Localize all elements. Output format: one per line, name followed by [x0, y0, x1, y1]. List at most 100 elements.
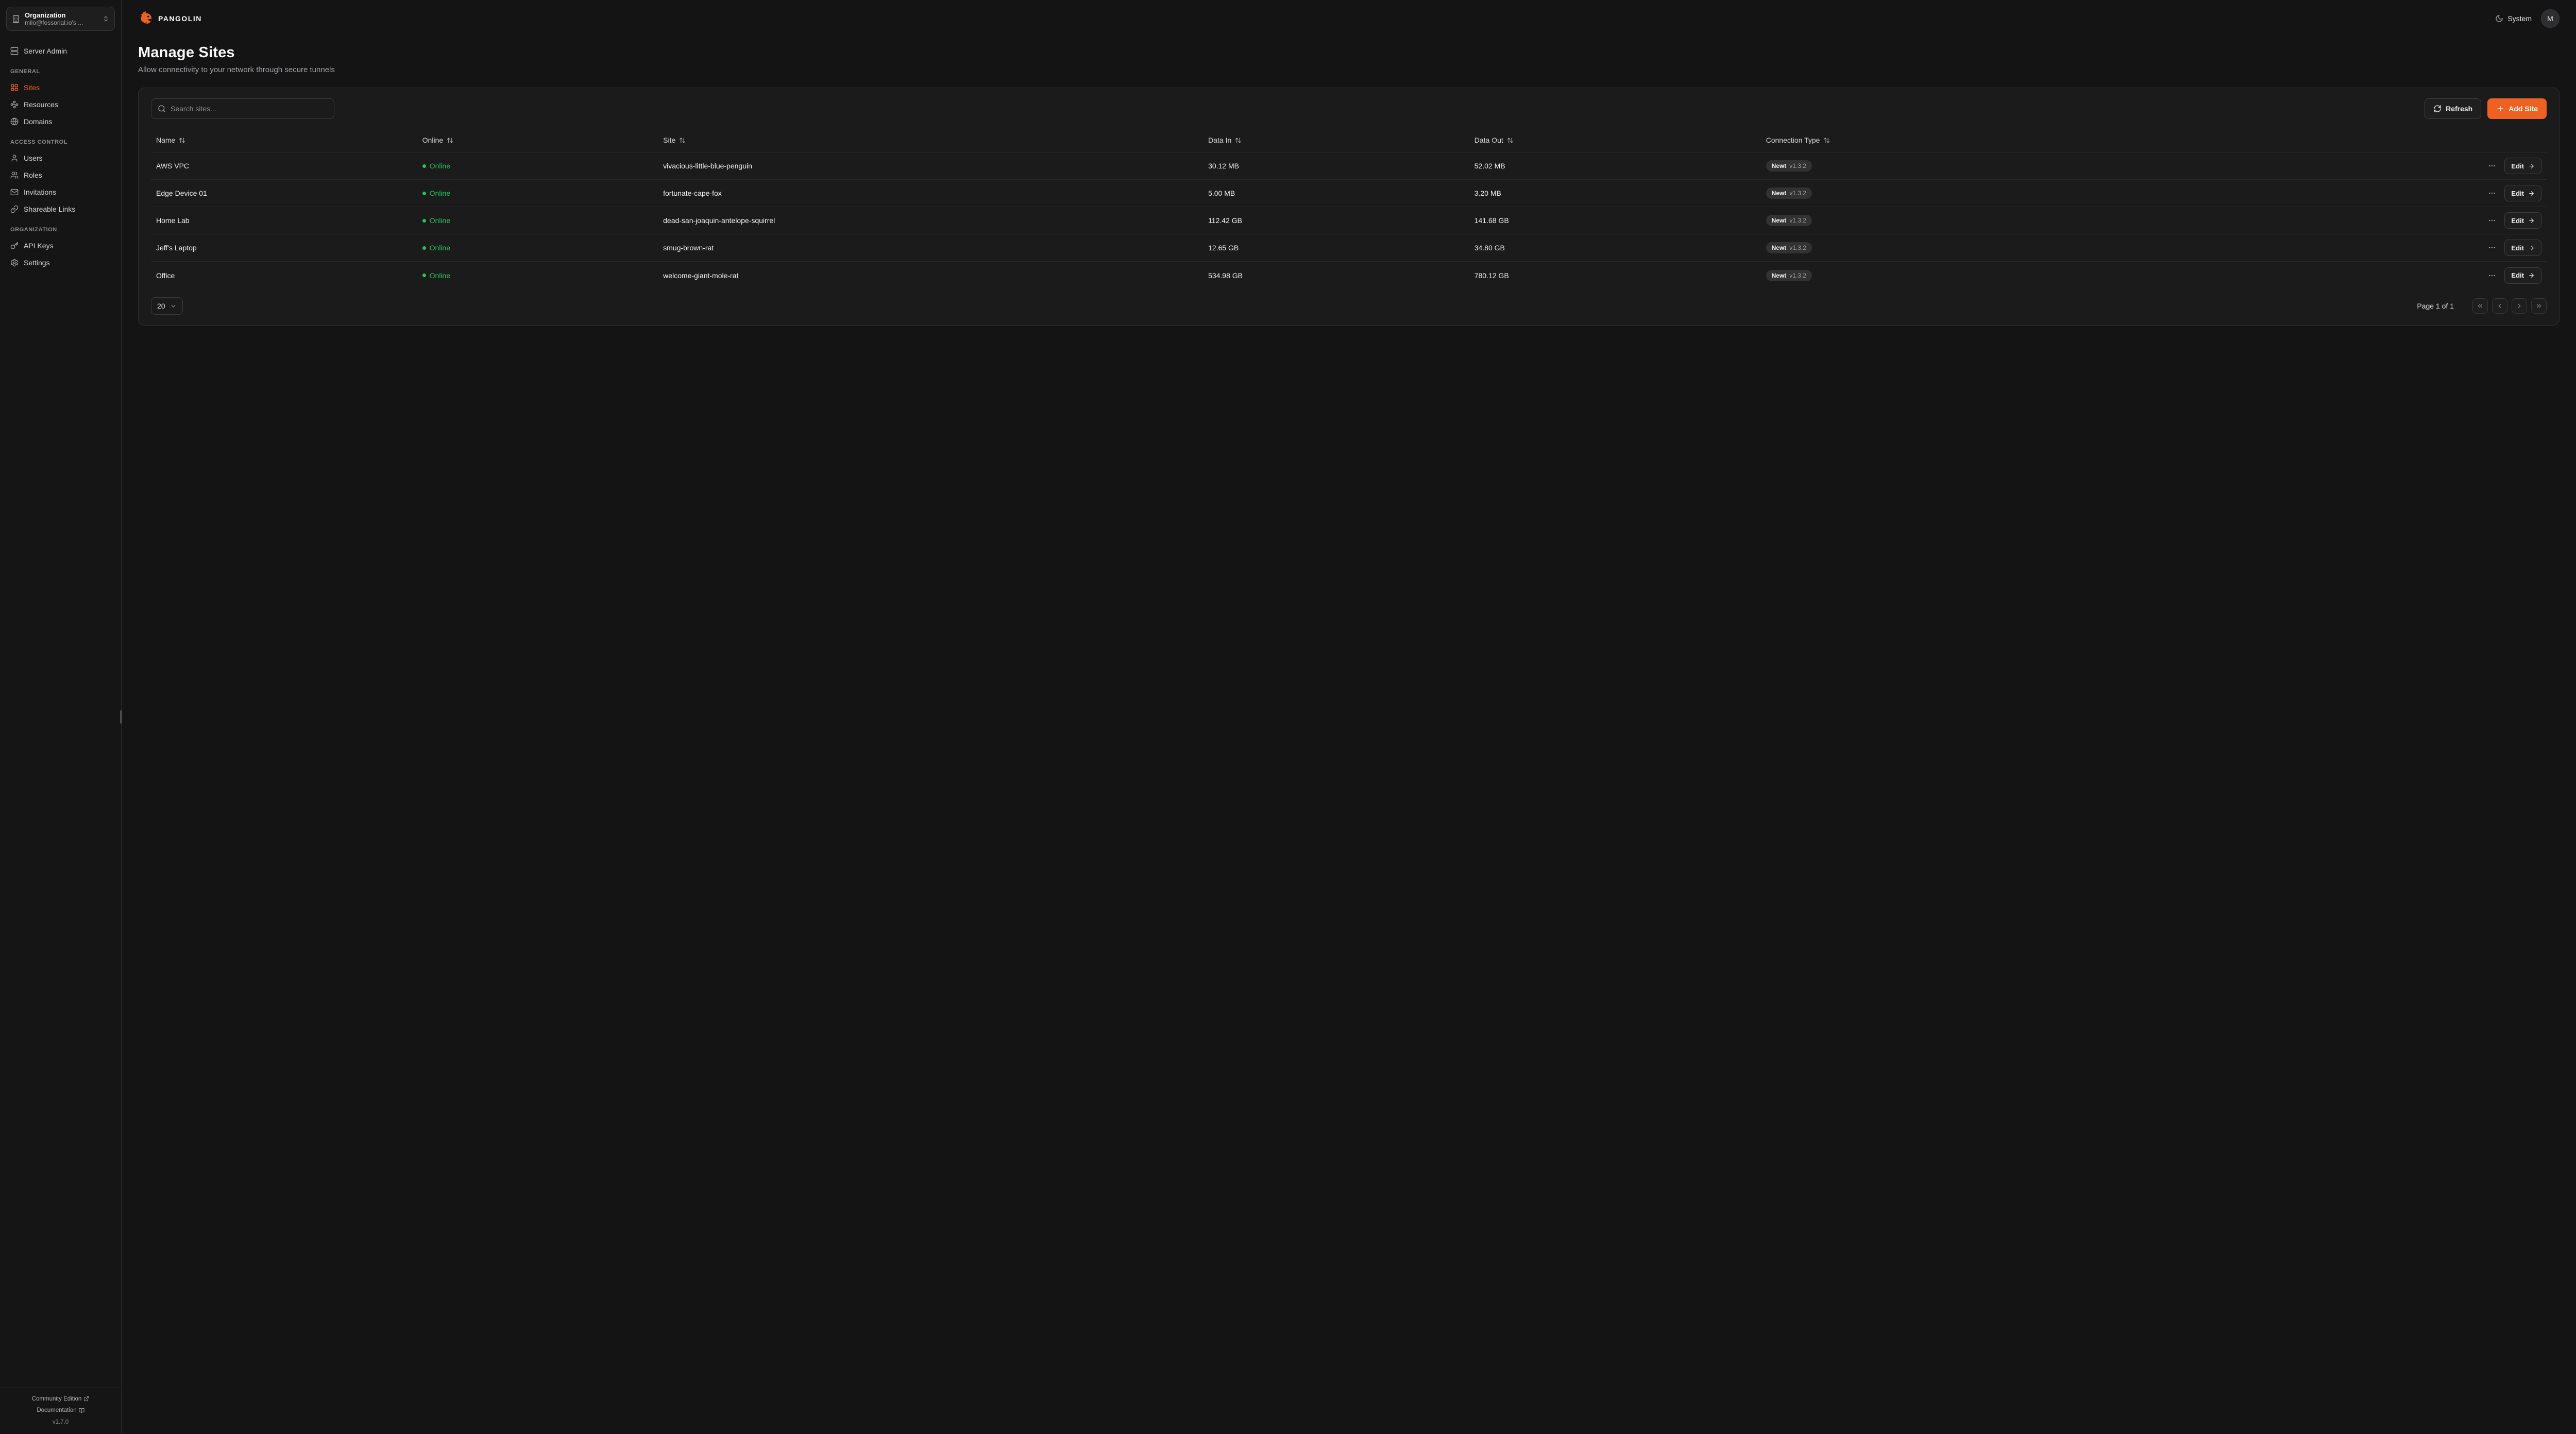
sort-icon: [1235, 137, 1242, 144]
connection-type-cell: Newt v1.3.2: [1761, 269, 2205, 281]
sites-grid-icon: [10, 83, 19, 92]
building-icon: [12, 15, 20, 23]
org-switcher-value: milo@fossorial.io's ...: [25, 19, 83, 26]
site-id-cell: dead-san-joaquin-antelope-squirrel: [663, 216, 775, 225]
sidebar-item-roles[interactable]: Roles: [6, 166, 115, 183]
sidebar-item-server-admin[interactable]: Server Admin: [6, 42, 115, 59]
connection-client: Newt: [1771, 271, 1787, 279]
previous-page-button[interactable]: [2492, 298, 2507, 314]
refresh-button[interactable]: Refresh: [2425, 98, 2482, 119]
search-input[interactable]: [171, 105, 328, 113]
link-icon: [10, 205, 19, 213]
column-header-data-in[interactable]: Data In: [1203, 128, 1469, 152]
pangolin-logo-icon: [138, 10, 154, 27]
edit-button[interactable]: Edit: [2504, 185, 2541, 201]
connection-version: v1.3.2: [1789, 271, 1806, 279]
site-name-cell: AWS VPC: [156, 162, 190, 170]
sidebar-item-resources[interactable]: Resources: [6, 96, 115, 113]
sidebar-item-api-keys[interactable]: API Keys: [6, 237, 115, 254]
table-row[interactable]: Home Lab Online dead-san-joaquin-antelop…: [151, 207, 2547, 234]
edit-button[interactable]: Edit: [2504, 240, 2541, 256]
connection-type-badge: Newt v1.3.2: [1766, 242, 1812, 253]
arrow-right-icon: [2528, 217, 2535, 224]
row-actions-cell: Edit: [2205, 212, 2547, 229]
ellipsis-icon: [2489, 165, 2496, 167]
page-indicator: Page 1 of 1: [2417, 302, 2454, 310]
site-status-cell: Online: [417, 216, 658, 225]
last-page-button[interactable]: [2531, 298, 2547, 314]
row-menu-button[interactable]: [2485, 186, 2499, 200]
site-status-cell: Online: [417, 244, 658, 252]
org-switcher[interactable]: Organization milo@fossorial.io's ...: [6, 7, 115, 31]
chevrons-up-down-icon: [103, 15, 109, 22]
avatar[interactable]: M: [2541, 9, 2560, 28]
brand: PANGOLIN: [138, 10, 202, 27]
ellipsis-icon: [2489, 247, 2496, 249]
toolbar-actions: Refresh Add Site: [2425, 98, 2547, 119]
topbar: PANGOLIN System M: [122, 0, 2576, 37]
next-page-button[interactable]: [2512, 298, 2527, 314]
first-page-button[interactable]: [2472, 298, 2488, 314]
chevron-right-icon: [2518, 303, 2521, 309]
data-in-cell: 30.12 MB: [1208, 162, 1239, 170]
community-edition-link[interactable]: Community Edition: [32, 1393, 90, 1405]
documentation-link[interactable]: Documentation: [37, 1405, 84, 1416]
row-menu-button[interactable]: [2485, 213, 2499, 228]
column-header-data-out[interactable]: Data Out: [1469, 128, 1761, 152]
online-status-dot: [422, 246, 426, 250]
row-actions-cell: Edit: [2205, 240, 2547, 256]
connection-type-cell: Newt v1.3.2: [1761, 242, 2205, 253]
chevron-left-icon: [2498, 303, 2501, 309]
sidebar-item-domains[interactable]: Domains: [6, 113, 115, 130]
data-out-cell: 141.68 GB: [1474, 216, 1509, 225]
sidebar-item-shareable-links[interactable]: Shareable Links: [6, 200, 115, 217]
arrow-right-icon: [2528, 245, 2535, 251]
edit-button[interactable]: Edit: [2504, 212, 2541, 229]
sidebar-item-users[interactable]: Users: [6, 149, 115, 166]
connection-version: v1.3.2: [1789, 217, 1806, 224]
main-area: PANGOLIN System M Manage Sites Allow con…: [122, 0, 2576, 1434]
column-header-online[interactable]: Online: [417, 128, 658, 152]
section-title-organization: ORGANIZATION: [10, 227, 57, 233]
table-row[interactable]: Jeff's Laptop Online smug-brown-rat 12.6…: [151, 234, 2547, 262]
sidebar-item-label: Users: [24, 153, 43, 162]
sidebar-resize-handle[interactable]: [120, 710, 122, 724]
theme-toggle[interactable]: System: [2495, 14, 2532, 23]
site-name-cell: Edge Device 01: [156, 189, 207, 197]
column-header-site[interactable]: Site: [658, 128, 1203, 152]
sidebar-item-label: Resources: [24, 100, 58, 109]
column-header-name[interactable]: Name: [151, 128, 417, 152]
row-menu-button[interactable]: [2485, 159, 2499, 173]
online-status-dot: [422, 218, 426, 223]
book-icon: [79, 1408, 84, 1413]
table-row[interactable]: Edge Device 01 Online fortunate-cape-fox…: [151, 180, 2547, 207]
sidebar-item-sites[interactable]: Sites: [6, 79, 115, 96]
sort-icon: [447, 137, 453, 144]
sidebar-item-invitations[interactable]: Invitations: [6, 183, 115, 200]
row-menu-button[interactable]: [2485, 268, 2499, 283]
page-size-select[interactable]: 20: [151, 297, 183, 315]
users-icon: [10, 171, 19, 179]
site-id-cell: smug-brown-rat: [663, 244, 714, 252]
table-row[interactable]: AWS VPC Online vivacious-little-blue-pen…: [151, 152, 2547, 180]
sidebar-item-label: API Keys: [24, 241, 54, 250]
edit-button[interactable]: Edit: [2504, 267, 2541, 284]
arrow-right-icon: [2528, 272, 2535, 279]
connection-type-cell: Newt v1.3.2: [1761, 187, 2205, 199]
sidebar-item-settings[interactable]: Settings: [6, 254, 115, 271]
table-row[interactable]: Office Online welcome-giant-mole-rat 534…: [151, 262, 2547, 289]
edit-button[interactable]: Edit: [2504, 158, 2541, 174]
row-actions-cell: Edit: [2205, 158, 2547, 174]
sidebar-item-label: Server Admin: [24, 46, 67, 55]
online-status-label: Online: [429, 162, 451, 170]
row-menu-button[interactable]: [2485, 241, 2499, 255]
arrow-right-icon: [2528, 190, 2535, 197]
gear-icon: [10, 259, 19, 267]
refresh-icon: [2433, 105, 2442, 113]
mail-icon: [10, 188, 19, 196]
column-header-connection-type[interactable]: Connection Type: [1761, 128, 2205, 152]
page-size-value: 20: [157, 302, 165, 310]
chevrons-right-icon: [2536, 304, 2541, 308]
online-status-dot: [422, 164, 426, 168]
add-site-button[interactable]: Add Site: [2487, 98, 2547, 119]
